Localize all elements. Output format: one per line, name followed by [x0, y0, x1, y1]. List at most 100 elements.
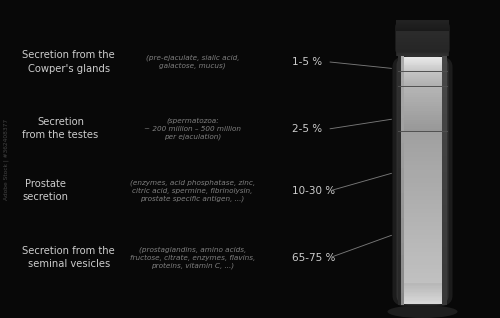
Bar [398, 53, 448, 54]
Bar [398, 191, 446, 196]
Bar [398, 105, 402, 118]
Bar [402, 68, 404, 81]
Text: (pre-ejaculate, sialic acid,
galactose, mucus): (pre-ejaculate, sialic acid, galactose, … [146, 55, 240, 69]
Bar [402, 55, 404, 68]
Bar [442, 139, 447, 147]
Text: 65-75 %: 65-75 % [292, 252, 336, 263]
Bar [442, 155, 447, 164]
Bar [402, 80, 404, 93]
Bar [402, 255, 404, 268]
Bar [398, 74, 446, 75]
Bar [396, 38, 448, 40]
Text: Prostate
secretion: Prostate secretion [22, 179, 68, 202]
Bar [398, 61, 446, 62]
Bar [398, 148, 446, 153]
Bar [398, 267, 402, 280]
Bar [396, 43, 448, 45]
Text: 10-30 %: 10-30 % [292, 186, 336, 196]
Bar [398, 95, 446, 97]
Bar [398, 69, 446, 70]
Bar [396, 22, 448, 24]
Bar [402, 168, 404, 181]
Bar [398, 183, 446, 187]
Bar [398, 204, 446, 209]
Bar [398, 218, 402, 230]
Bar [398, 221, 446, 226]
Bar [398, 93, 402, 106]
Bar [398, 110, 446, 113]
FancyBboxPatch shape [396, 56, 448, 305]
Bar [398, 104, 446, 106]
Bar [398, 213, 446, 217]
Bar [442, 288, 447, 297]
Bar [398, 115, 446, 117]
Bar [396, 20, 448, 22]
Bar [398, 68, 402, 81]
Bar [398, 280, 402, 293]
Bar [398, 252, 446, 256]
Bar [402, 218, 404, 230]
Bar [442, 272, 447, 280]
Bar [396, 21, 448, 23]
Bar [398, 63, 446, 65]
Bar [398, 283, 446, 285]
Text: Adobe Stock | #362408377: Adobe Stock | #362408377 [4, 118, 10, 200]
Bar [398, 78, 446, 79]
Bar [442, 247, 447, 255]
Bar [398, 156, 446, 161]
Bar [396, 41, 448, 44]
Bar [398, 301, 446, 302]
Bar [398, 73, 446, 74]
Bar [398, 113, 446, 115]
Bar [398, 88, 446, 90]
Bar [402, 293, 404, 305]
Bar [398, 269, 446, 273]
Bar [398, 60, 446, 61]
Bar [398, 58, 446, 59]
Bar [398, 286, 446, 288]
Bar [398, 174, 446, 178]
FancyBboxPatch shape [392, 56, 452, 307]
Bar [398, 217, 446, 222]
Bar [396, 29, 448, 31]
Bar [398, 71, 446, 72]
Bar [398, 106, 446, 108]
Bar [396, 46, 448, 49]
Bar [442, 89, 447, 97]
Bar [398, 72, 446, 73]
Bar [396, 52, 448, 54]
Bar [396, 32, 448, 35]
Bar [442, 130, 447, 139]
Bar [398, 273, 446, 278]
Bar [398, 75, 446, 76]
Bar [398, 57, 446, 58]
Bar [398, 297, 446, 298]
Bar [442, 189, 447, 197]
Bar [442, 297, 447, 305]
Bar [398, 293, 446, 294]
Bar [396, 50, 448, 52]
Bar [402, 280, 404, 293]
Bar [398, 128, 446, 131]
Bar [396, 20, 448, 22]
Bar [398, 99, 446, 102]
Bar [398, 208, 446, 213]
Bar [398, 265, 446, 269]
Bar [398, 193, 402, 205]
Bar [442, 147, 447, 156]
Bar [398, 299, 446, 304]
Bar [442, 105, 447, 114]
Bar [398, 293, 402, 305]
Text: Secretion from the
Cowper's glands: Secretion from the Cowper's glands [22, 51, 115, 73]
Bar [396, 25, 448, 28]
Bar [398, 168, 402, 181]
Bar [398, 200, 446, 204]
Bar [398, 85, 446, 86]
Bar [398, 180, 402, 193]
Bar [442, 64, 447, 72]
Bar [398, 230, 446, 235]
Bar [398, 285, 446, 287]
Bar [396, 29, 448, 30]
Bar [402, 118, 404, 130]
Bar [442, 213, 447, 222]
